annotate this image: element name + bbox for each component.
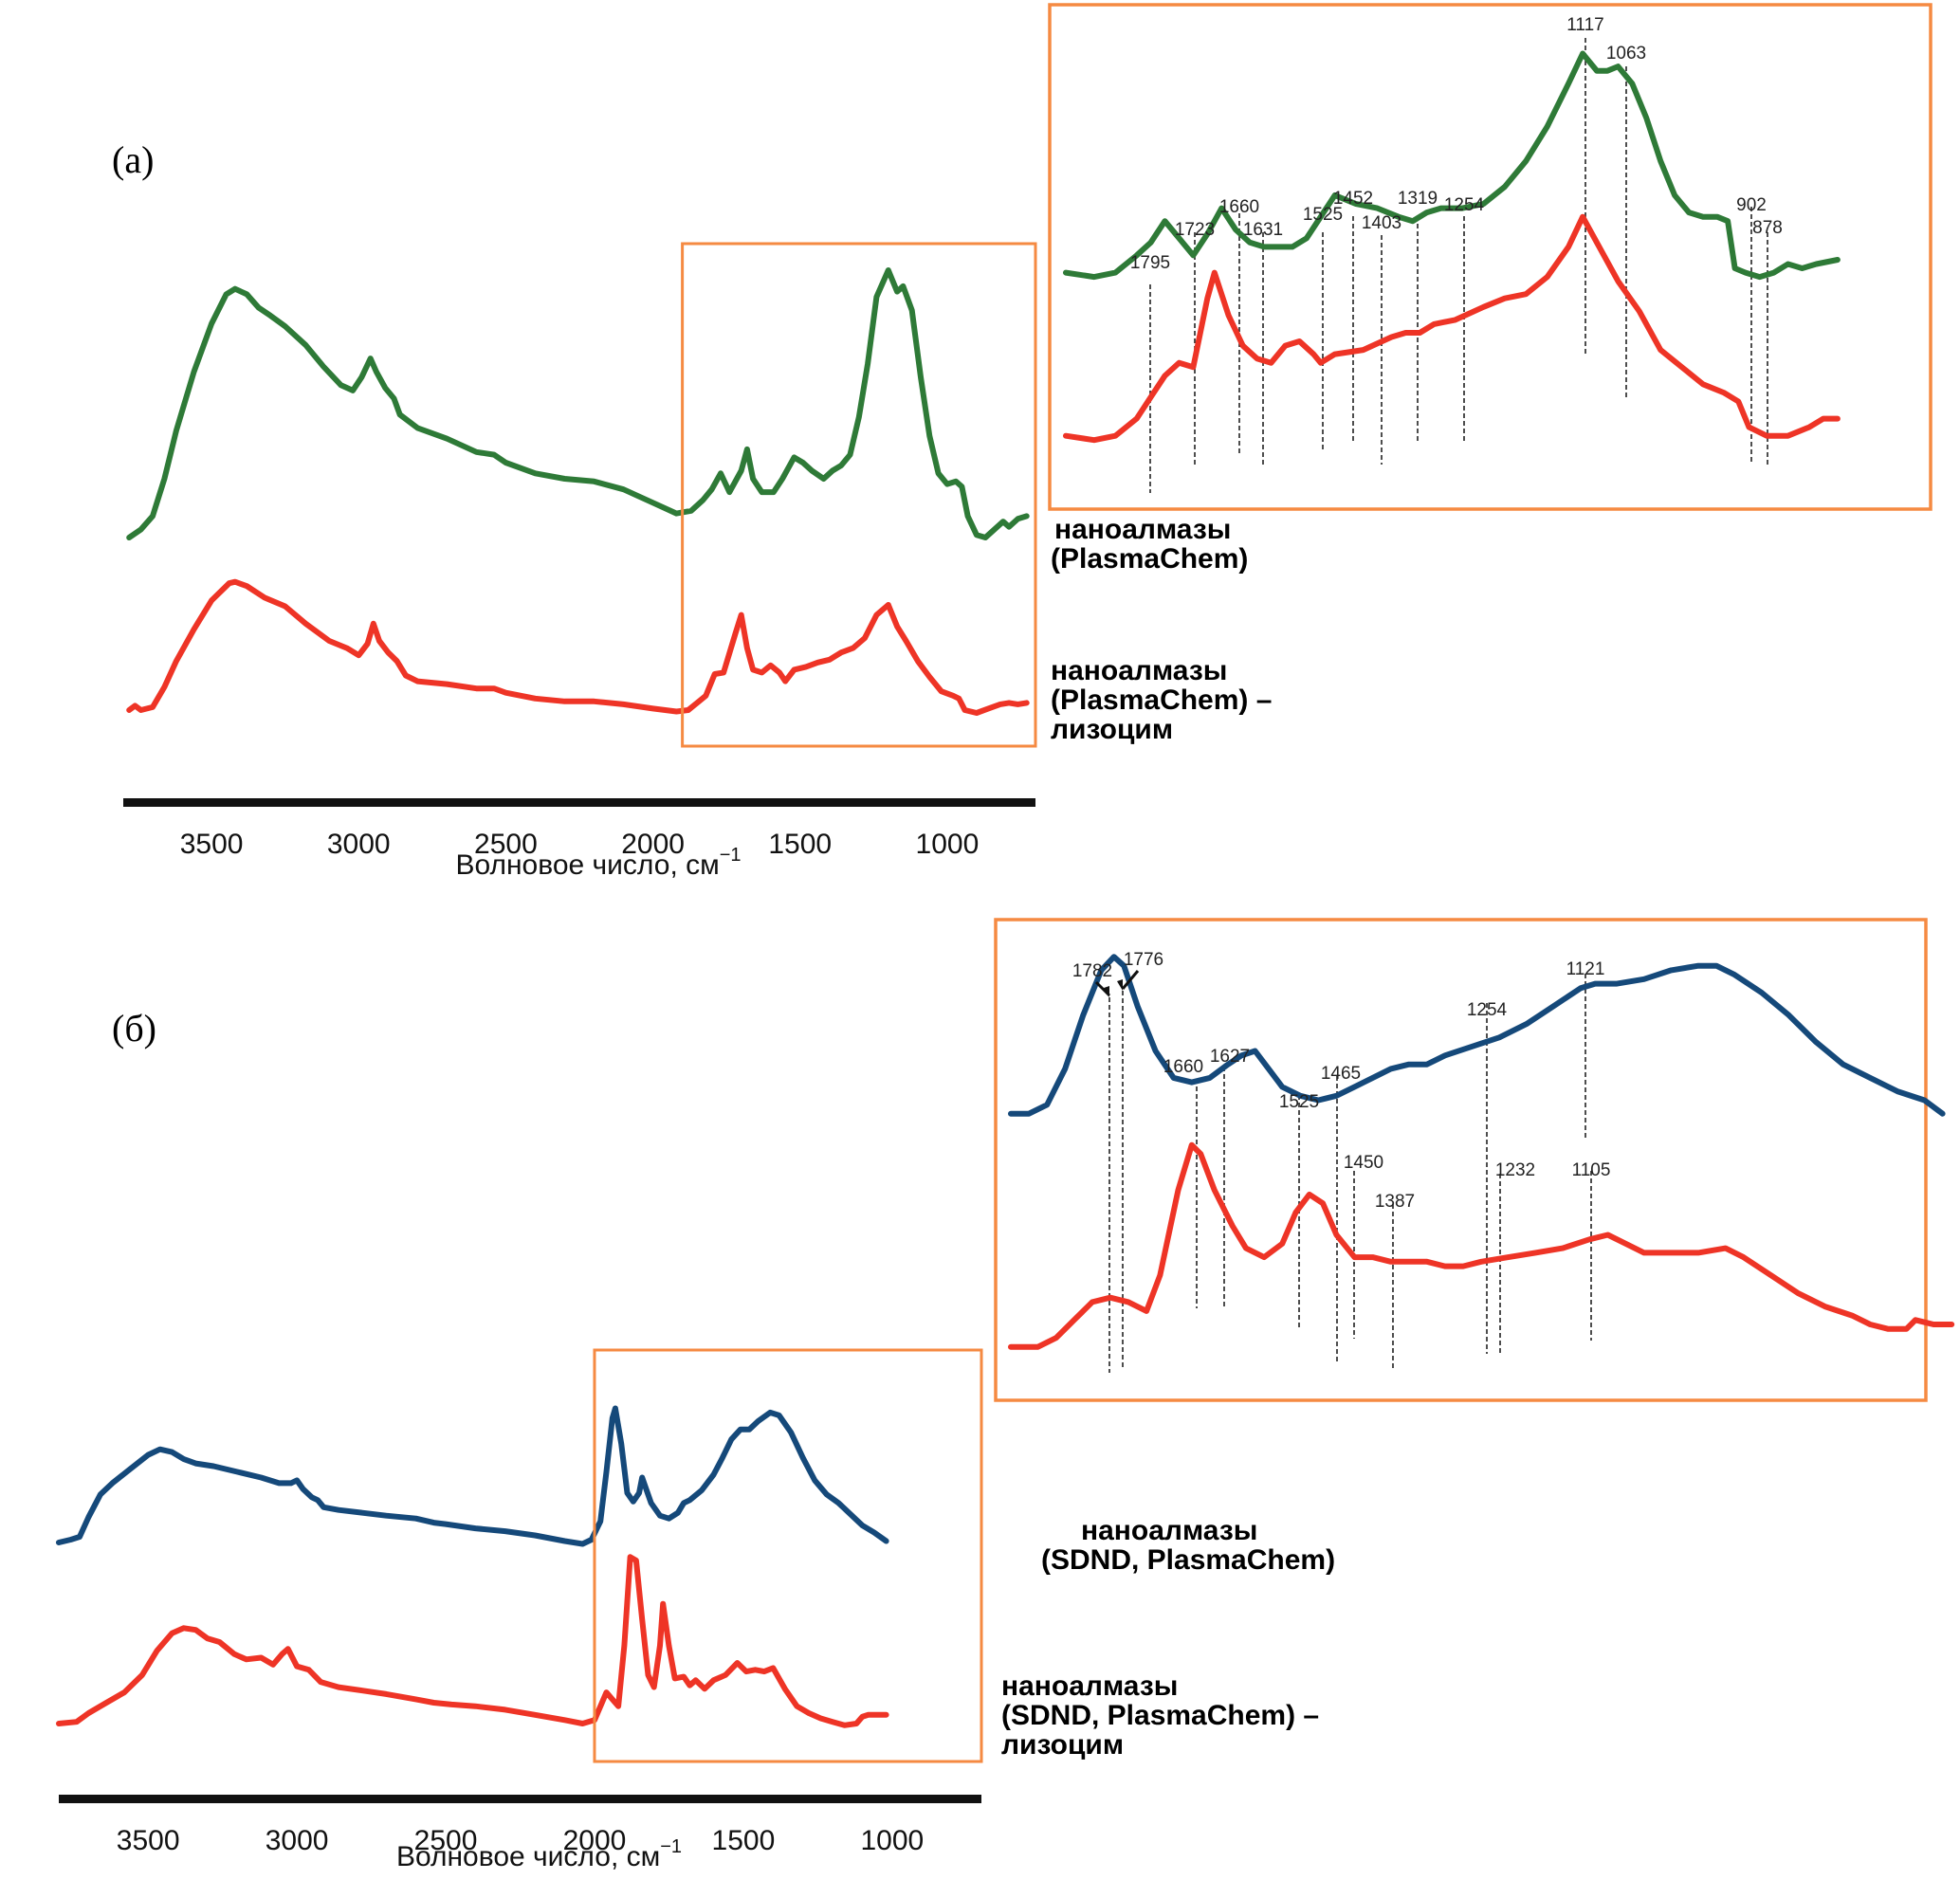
- panel-a-curves: [126, 267, 1030, 716]
- blue-inset-spectrum: [1008, 954, 1946, 1117]
- blue-spectrum-sdnd: [56, 1405, 889, 1547]
- peak-label: 1254: [1467, 1000, 1508, 1020]
- peak-label: 1232: [1495, 1160, 1535, 1180]
- peak-label: 878: [1752, 218, 1783, 238]
- panel-b-x-axis: [59, 1795, 981, 1803]
- peak-label: 1450: [1344, 1153, 1383, 1173]
- x-tick-label: 3500: [180, 829, 244, 860]
- panel-a-inset-curves: [1063, 50, 1841, 444]
- x-tick-label: 2500: [414, 1825, 478, 1856]
- panel-a-inset-frame: [1048, 3, 1933, 511]
- arrow-head-icon: [1117, 979, 1123, 991]
- x-tick-label: 1000: [860, 1825, 924, 1856]
- peak-label: 1465: [1321, 1064, 1361, 1084]
- series-label: наноалмазы (SDND, PlasmaChem): [1041, 1515, 1335, 1576]
- x-axis-title-superscript: −1: [720, 845, 742, 866]
- peak-label: 1660: [1219, 197, 1259, 217]
- green-inset-spectrum: [1063, 50, 1841, 281]
- peak-label: 1627: [1210, 1047, 1250, 1067]
- panel-a-x-axis-title: Волновое число, см−1: [455, 845, 741, 881]
- series-label: наноалмазы (PlasmaChem): [1051, 514, 1248, 575]
- series-label-line: (SDND, PlasmaChem): [1041, 1544, 1335, 1576]
- peak-label: 902: [1736, 195, 1767, 215]
- arrow-head-icon: [1104, 986, 1109, 997]
- x-axis-title-text: Волновое число, см: [396, 1841, 660, 1872]
- series-label-line: наноалмазы: [1001, 1670, 1178, 1702]
- peak-label: 1776: [1124, 950, 1163, 970]
- series-label-line: наноалмазы: [1051, 655, 1227, 686]
- peak-label: 1063: [1606, 44, 1646, 64]
- peak-label: 1782: [1072, 961, 1112, 981]
- series-label-line: лизоцим: [1051, 714, 1173, 745]
- peak-label: 1121: [1566, 959, 1605, 979]
- series-label-line: (PlasmaChem): [1051, 543, 1248, 575]
- peak-label: 1631: [1243, 220, 1283, 240]
- peak-label: 1723: [1175, 220, 1215, 240]
- panel-b-inset-peak-lines: [1108, 974, 1592, 1373]
- panel-a-x-axis: [123, 798, 1035, 807]
- series-label-line: лизоцим: [1001, 1729, 1124, 1761]
- x-tick-label: 3500: [117, 1825, 180, 1856]
- x-axis-title-text: Волновое число, см: [455, 849, 719, 881]
- red-spectrum-plasmachem-lysozyme: [126, 578, 1030, 716]
- peak-label: 1387: [1375, 1192, 1415, 1212]
- red-inset-spectrum: [1008, 1141, 1955, 1350]
- peak-label: 1525: [1279, 1092, 1319, 1112]
- x-tick-label: 2500: [474, 829, 538, 860]
- panel-b-highlight-box: [593, 1348, 983, 1763]
- peak-label: 1660: [1163, 1057, 1203, 1077]
- green-spectrum-plasmachem: [126, 267, 1030, 540]
- x-tick-label: 3000: [266, 1825, 329, 1856]
- arrow-icon: [1121, 970, 1140, 990]
- peak-label: 1105: [1572, 1160, 1611, 1180]
- panel-b: (б) 3500 3000 2500 2000 1500 1000 Волновое чи…: [56, 1007, 1335, 1872]
- red-spectrum-sdnd-lysozyme: [56, 1554, 889, 1728]
- peak-label: 1319: [1398, 189, 1438, 209]
- panel-label-b: (б): [112, 1007, 156, 1050]
- peak-label: 1403: [1362, 213, 1401, 233]
- peak-label: 1254: [1444, 195, 1485, 215]
- series-label-line: наноалмазы: [1081, 1515, 1257, 1546]
- x-tick-label: 1500: [712, 1825, 776, 1856]
- series-label: наноалмазы (PlasmaChem) – лизоцим: [1051, 655, 1272, 745]
- panel-b-curves: [56, 1405, 889, 1728]
- panel-b-series-labels: наноалмазы (SDND, PlasmaChem)наноалмазы (S…: [1001, 1515, 1335, 1761]
- peak-label: 1525: [1303, 205, 1343, 225]
- panel-a-x-ticks: 3500 3000 2500 2000 1500 1000: [180, 829, 980, 860]
- series-label-line: (PlasmaChem) –: [1051, 684, 1272, 716]
- panel-b-x-axis-title: Волновое число, см−1: [396, 1836, 682, 1872]
- x-axis-title-superscript: −1: [660, 1836, 682, 1857]
- series-label: наноалмазы (SDND, PlasmaChem) – лизоцим: [1001, 1670, 1319, 1761]
- peak-label: 1795: [1130, 253, 1170, 273]
- series-label-line: наноалмазы: [1054, 514, 1231, 545]
- red-inset-spectrum: [1063, 213, 1841, 444]
- panel-b-x-ticks: 3500 3000 2500 2000 1500 1000: [117, 1825, 924, 1856]
- x-tick-label: 1000: [916, 829, 980, 860]
- panel-a-highlight-box: [681, 242, 1037, 748]
- panel-a: (a) 3500 3000 2500 2000 1500 1000 Волновое чи…: [112, 138, 1272, 881]
- panel-label-a: (a): [112, 138, 154, 181]
- peak-label: 1117: [1566, 15, 1603, 35]
- panel-a-series-labels: наноалмазы (PlasmaChem)наноалмазы (PlasmaC…: [1051, 514, 1272, 745]
- x-tick-label: 2000: [621, 829, 685, 860]
- x-tick-label: 3000: [327, 829, 391, 860]
- x-tick-label: 2000: [563, 1825, 627, 1856]
- panel-b-inset-curves: [1008, 954, 1955, 1350]
- x-tick-label: 1500: [768, 829, 832, 860]
- series-label-line: (SDND, PlasmaChem) –: [1001, 1700, 1319, 1731]
- peak-label: 1452: [1333, 189, 1373, 209]
